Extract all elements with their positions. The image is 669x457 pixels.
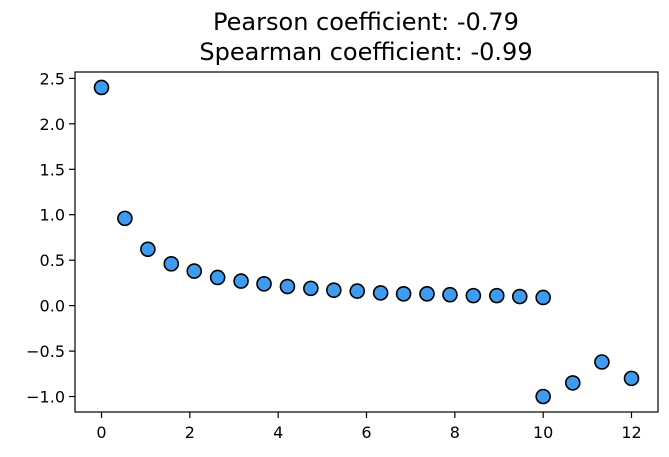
chart-title-line-1: Pearson coefficient: -0.79	[213, 8, 519, 36]
plot-frame	[74, 71, 659, 413]
scatter-point	[186, 263, 203, 279]
axis-ticks: 0 2 4 6 8 10 12 −1.0 −0.5 0.0 0.5 1.0 1.5 2.0 2.5	[26, 69, 642, 442]
y-tick-label: 2.5	[40, 69, 65, 88]
scatter-point	[233, 273, 249, 289]
scatter-point	[326, 282, 342, 298]
scatter-point	[163, 256, 180, 272]
scatter-point	[93, 79, 110, 96]
scatter-point	[465, 287, 482, 304]
scatter-point	[256, 276, 272, 292]
y-tick-label: 1.5	[40, 160, 65, 179]
scatter-point	[419, 286, 435, 302]
y-tick-label: −1.0	[26, 388, 65, 407]
x-tick-label: 2	[185, 423, 195, 442]
x-tick-label: 4	[273, 423, 283, 442]
scatter-point	[140, 241, 156, 258]
data-points	[93, 79, 640, 405]
scatter-point	[117, 210, 133, 227]
y-tick-label: −0.5	[26, 342, 65, 361]
y-tick-label: 0.0	[40, 297, 65, 316]
y-tick-label: 2.0	[40, 115, 65, 134]
y-tick-label: 1.0	[40, 206, 65, 225]
scatter-point	[564, 375, 581, 391]
scatter-point	[209, 269, 226, 286]
scatter-point	[488, 287, 505, 304]
scatter-point	[349, 283, 366, 299]
x-tick-label: 12	[621, 423, 641, 442]
scatter-point	[303, 280, 319, 297]
scatter-point	[594, 354, 610, 370]
scatter-point	[535, 289, 551, 306]
scatter-point	[623, 370, 640, 387]
x-tick-label: 6	[361, 423, 371, 442]
scatter-point	[442, 286, 458, 303]
x-tick-label: 8	[450, 423, 460, 442]
scatter-point	[279, 278, 296, 295]
scatter-point	[395, 286, 412, 302]
scatter-point	[372, 285, 389, 301]
y-tick-label: 0.5	[40, 251, 65, 270]
scatter-point	[535, 388, 551, 405]
chart-title-line-2: Spearman coefficient: -0.99	[199, 38, 532, 66]
x-tick-label: 10	[533, 423, 553, 442]
x-tick-label: 0	[96, 423, 106, 442]
scatter-point	[511, 288, 528, 305]
